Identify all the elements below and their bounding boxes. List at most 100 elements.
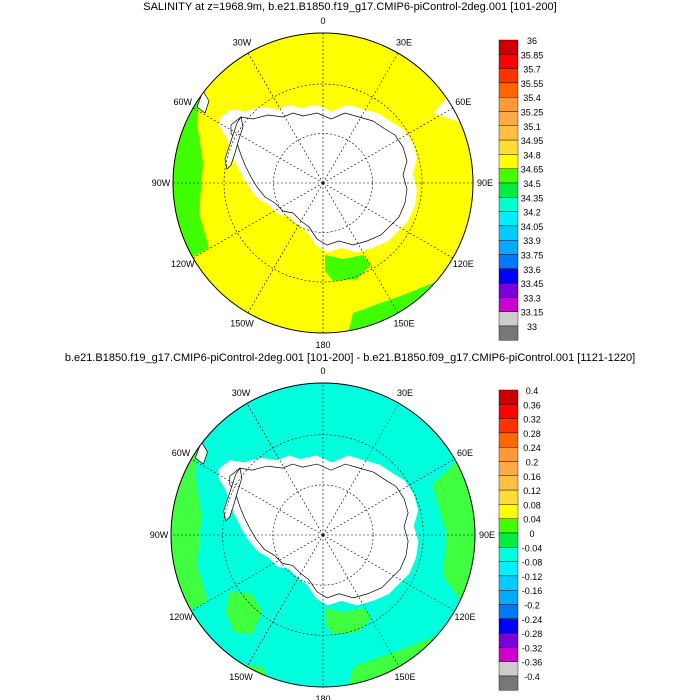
colorbar-swatch <box>498 139 519 155</box>
graticule <box>173 33 473 333</box>
colorbar-label: -0.4 <box>524 672 540 682</box>
colorbar-label: 33.9 <box>523 236 541 246</box>
colorbar-label: 36 <box>527 36 537 46</box>
map-panel-1: 0 30E 60E 90E 120E 150E 180 150W 120W 90W 60W 30W <box>152 16 493 350</box>
colorbar-swatch <box>498 461 519 477</box>
colorbar-label: 34.95 <box>521 136 544 146</box>
colorbar-label: 35.1 <box>523 122 541 132</box>
colorbar-swatch <box>498 197 519 212</box>
colorbar-swatch <box>498 311 519 327</box>
colorbar-label: 34.05 <box>521 222 544 232</box>
colorbar-swatch <box>498 268 519 284</box>
antarctic-peninsula <box>224 116 244 170</box>
region-southwest-blob <box>225 591 263 635</box>
colorbar-swatch <box>498 618 519 634</box>
colorbar-swatch <box>498 675 519 691</box>
colorbar-swatch <box>498 182 519 198</box>
colorbar-label: -0.32 <box>522 643 543 653</box>
colorbar-swatch <box>498 504 519 519</box>
colorbar-label: 34.2 <box>523 208 541 218</box>
colorbar-swatch <box>498 389 519 405</box>
colorbar-label: 33 <box>527 322 537 332</box>
colorbar-label: -0.2 <box>524 601 540 611</box>
longitude-label-top: 0 <box>320 366 325 376</box>
longitude-label-left-upper: 60W <box>172 448 191 458</box>
longitude-label-left-lower: 120W <box>169 612 193 622</box>
longitude-label-bottom-left: 150W <box>230 318 254 328</box>
colorbar-label: 0.28 <box>523 429 541 439</box>
colorbar-label: -0.04 <box>522 543 543 553</box>
panel-1-title: SALINITY at z=1968.9m, b.e21.B1850.f19_g… <box>143 1 557 13</box>
colorbar-swatch <box>498 282 519 298</box>
region-ross-patch <box>325 607 372 635</box>
longitude-label-bottom: 180 <box>315 694 330 700</box>
ocean-field <box>171 383 475 687</box>
panel-2-title: b.e21.B1850.f19_g17.CMIP6-piControl-2deg… <box>64 352 636 364</box>
colorbar-label: 0 <box>529 529 534 539</box>
colorbar-swatch <box>498 168 519 184</box>
longitude-label-right: 90E <box>477 178 493 188</box>
longitude-label-top-right: 30E <box>397 388 413 398</box>
colorbar-label: -0.36 <box>522 658 543 668</box>
colorbar-label: 0.16 <box>523 472 541 482</box>
colorbar-label: 0.12 <box>523 486 541 496</box>
colorbar-swatch <box>498 447 519 462</box>
longitude-label-left: 90W <box>152 178 171 188</box>
colorbar-swatch <box>498 418 519 434</box>
colorbar-swatch <box>498 125 519 141</box>
colorbar-swatch <box>498 54 519 69</box>
colorbar-swatch <box>498 575 519 591</box>
colorbar-label: 33.6 <box>523 265 541 275</box>
longitude-label-bottom-right: 150E <box>394 672 415 682</box>
colorbar-swatch <box>498 297 519 312</box>
colorbar-label: 35.7 <box>523 65 541 75</box>
colorbar-label: 33.3 <box>523 293 541 303</box>
colorbar-swatch <box>498 518 519 534</box>
colorbar-swatch <box>498 82 519 98</box>
longitude-label-bottom-left: 150W <box>229 672 253 682</box>
colorbar-swatch <box>498 632 519 648</box>
longitude-label-right-upper: 60E <box>455 97 471 107</box>
colorbar-1: 36 35.85 35.7 35.55 35.4 35.25 35.1 34.95 34.8 34… <box>498 36 544 341</box>
longitude-label-bottom-right: 150E <box>393 318 414 328</box>
south-america-tip <box>194 440 208 465</box>
colorbar-label: -0.28 <box>522 629 543 639</box>
colorbar-label: 34.8 <box>523 150 541 160</box>
antarctica-coastline <box>230 112 408 246</box>
colorbar-label: -0.24 <box>522 615 543 625</box>
colorbar-label: 0.2 <box>526 458 539 468</box>
colorbar-label: 34.5 <box>523 179 541 189</box>
colorbar-label: -0.08 <box>522 558 543 568</box>
graticule <box>171 383 475 687</box>
colorbar-2: 0.4 0.36 0.32 0.28 0.24 0.2 0.16 0.12 0.08 0.04 0 -… <box>498 386 543 691</box>
colorbar-swatch <box>498 404 519 419</box>
longitude-label-right-lower: 120E <box>455 612 476 622</box>
colorbar-swatch <box>498 111 519 127</box>
colorbar-label: 0.24 <box>523 443 541 453</box>
colorbar-swatch <box>498 561 519 577</box>
colorbar-swatch <box>498 239 519 255</box>
colorbar-swatch <box>498 225 519 241</box>
colorbar-label: 0.36 <box>523 400 541 410</box>
longitude-label-right: 90E <box>479 530 495 540</box>
colorbar-swatch <box>498 547 519 562</box>
colorbar-label: 34.35 <box>521 193 544 203</box>
colorbar-swatch <box>498 211 519 227</box>
colorbar-swatch <box>498 604 519 620</box>
map-border <box>170 382 476 688</box>
colorbar-swatch <box>498 39 519 55</box>
colorbar-swatch <box>498 96 519 112</box>
map-border <box>172 32 474 334</box>
colorbar-label: 33.45 <box>521 279 544 289</box>
longitude-label-top-right: 30E <box>396 38 412 48</box>
longitude-label-right-lower: 120E <box>453 259 474 269</box>
colorbar-label: 33.75 <box>521 251 544 261</box>
colorbar-label: 35.4 <box>523 93 541 103</box>
south-america-tip <box>196 90 210 114</box>
map-panel-2: 0 30E 60E 90E 120E 150E 180 150W 120W 90W 60W 30W <box>150 366 495 700</box>
colorbar-swatch <box>498 661 519 677</box>
colorbar-label: 35.25 <box>521 108 544 118</box>
colorbar-label: 0.4 <box>526 386 539 396</box>
colorbar-label: -0.16 <box>522 586 543 596</box>
colorbar-swatch <box>498 68 519 84</box>
